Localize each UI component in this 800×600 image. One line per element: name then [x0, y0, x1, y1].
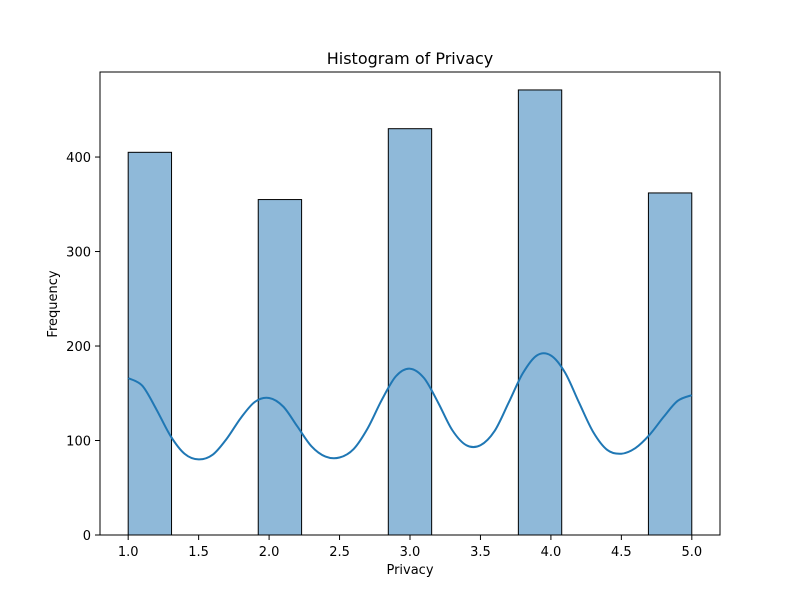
x-axis-label: Privacy [386, 563, 433, 578]
x-axis-ticks: 1.0 1.5 2.0 2.5 3.0 3.5 4.0 4.5 5.0 [118, 535, 702, 560]
kde-curve [127, 352, 693, 461]
y-tick-label: 400 [66, 151, 91, 166]
histogram-bar-5 [647, 192, 693, 536]
y-tick-label: 200 [66, 340, 91, 355]
x-tick-label: 1.5 [188, 545, 209, 560]
x-tick-label: 4.0 [541, 545, 562, 560]
bars-group [127, 89, 693, 536]
x-tick-label: 5.0 [681, 545, 702, 560]
y-axis-ticks: 0 100 200 300 400 [66, 151, 100, 544]
y-axis-label: Frequency [46, 270, 61, 337]
x-tick-label: 2.5 [329, 545, 350, 560]
x-tick-label: 3.5 [470, 545, 491, 560]
histogram-bar-1 [127, 151, 173, 536]
chart-title: Histogram of Privacy [327, 49, 494, 68]
histogram-bar-3 [387, 128, 433, 536]
x-tick-label: 3.0 [400, 545, 421, 560]
y-tick-label: 0 [83, 529, 91, 544]
histogram-bar-2 [257, 199, 303, 536]
x-tick-label: 2.0 [259, 545, 280, 560]
x-tick-label: 4.5 [611, 545, 632, 560]
x-tick-label: 1.0 [118, 545, 139, 560]
histogram-bar-4 [517, 89, 563, 536]
y-tick-label: 100 [66, 435, 91, 450]
y-tick-label: 300 [66, 246, 91, 261]
